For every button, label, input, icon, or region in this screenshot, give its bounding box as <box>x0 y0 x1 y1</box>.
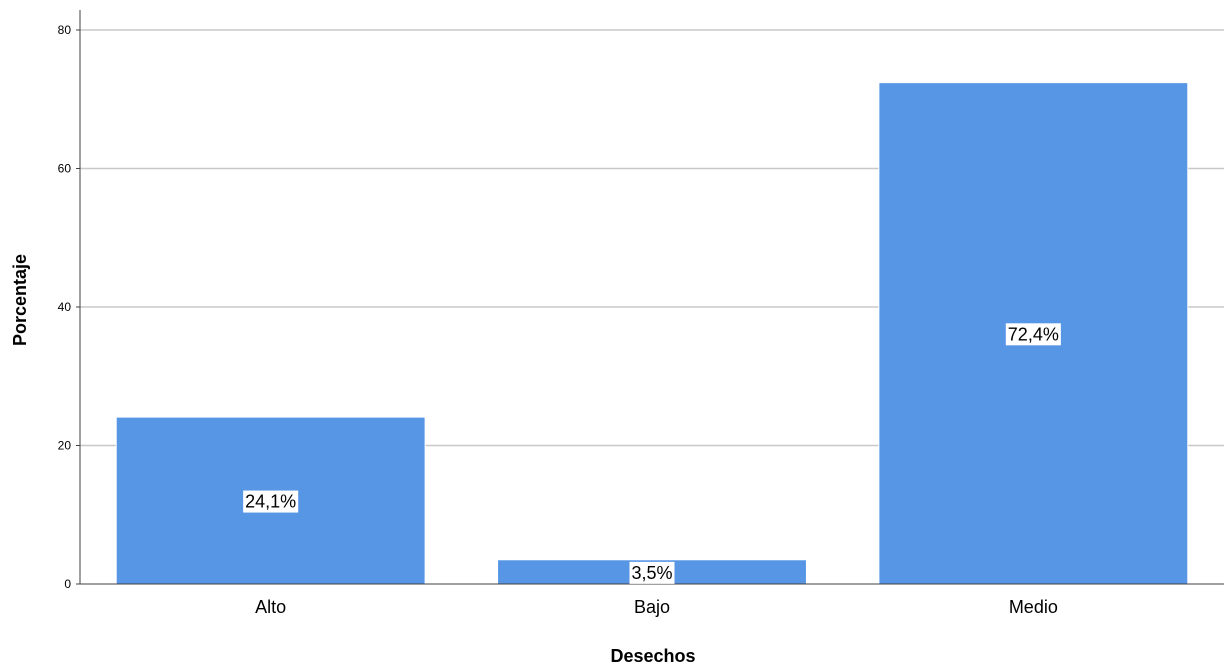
x-tick-label: Alto <box>255 597 286 617</box>
data-labels: 24,1% 3,5% 72,4% <box>243 323 1061 584</box>
data-label: 3,5% <box>629 561 675 584</box>
y-tick-label: 40 <box>58 300 72 314</box>
x-axis-title: Desechos <box>610 646 695 666</box>
data-label-box <box>1005 323 1061 346</box>
data-label-text: 72,4% <box>1008 324 1059 344</box>
axes: 0 20 40 60 80 Alto Bajo Medio <box>58 10 1224 617</box>
data-label-text: 24,1% <box>245 492 296 512</box>
y-tick-label: 20 <box>58 439 72 453</box>
x-tick-label: Bajo <box>634 597 670 617</box>
y-tick-label: 80 <box>58 23 72 37</box>
y-tick-label: 0 <box>64 577 71 591</box>
y-tick-label: 60 <box>58 162 72 176</box>
x-tick-label: Medio <box>1009 597 1058 617</box>
data-label: 24,1% <box>243 490 299 513</box>
data-label: 72,4% <box>1005 323 1061 346</box>
data-label-text: 3,5% <box>631 563 672 583</box>
data-label-box <box>629 561 675 584</box>
y-axis-title: Porcentaje <box>10 254 30 346</box>
data-label-box <box>243 490 299 513</box>
